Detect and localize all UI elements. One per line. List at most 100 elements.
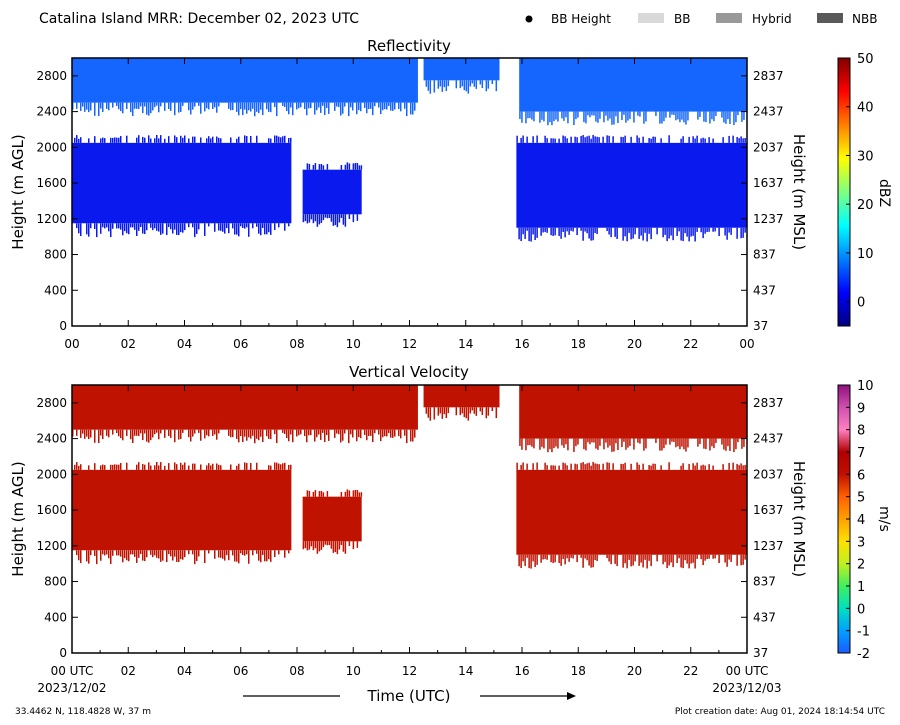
reflectivity-echo-streak <box>609 111 611 119</box>
reflectivity-echo-streak <box>626 227 628 242</box>
velocity-echo-streak <box>314 541 317 549</box>
reflectivity-echo-streak <box>406 102 408 117</box>
velocity-echo-streak <box>519 438 521 446</box>
reflectivity-echo-streak <box>146 223 148 231</box>
velocity-echo-streak <box>168 463 170 470</box>
legend-nbb-label: NBB <box>852 12 877 26</box>
reflectivity-echo-streak <box>608 227 610 235</box>
reflectivity-echo-streak <box>443 80 446 88</box>
reflectivity-echo-streak <box>592 134 594 143</box>
velocity-echo-streak <box>128 550 130 562</box>
reflectivity-echo-streak <box>184 135 186 143</box>
velocity-echo-streak <box>656 554 658 562</box>
reflectivity-echo-streak <box>270 102 272 113</box>
date-start: 2023/12/02 <box>37 681 106 695</box>
velocity-xtick-label: 18 <box>571 664 586 678</box>
velocity-echo-streak <box>455 407 458 416</box>
reflectivity-echo-streak <box>326 214 329 219</box>
velocity-echo-streak <box>102 464 104 470</box>
velocity-echo-streak <box>522 554 524 562</box>
reflectivity-echo-streak <box>495 80 498 92</box>
velocity-echo-streak <box>526 463 528 470</box>
velocity-echo-streak <box>236 550 238 562</box>
reflectivity-echo-streak <box>740 227 742 239</box>
velocity-echo-streak <box>630 554 632 567</box>
reflectivity-xtick-label: 20 <box>627 337 642 351</box>
velocity-echo-streak <box>575 438 577 447</box>
velocity-echo-streak <box>685 438 687 452</box>
reflectivity-echo-streak <box>386 102 388 110</box>
reflectivity-echo-streak <box>740 136 742 143</box>
reflectivity-echo-streak <box>164 138 166 143</box>
reflectivity-echo-streak <box>278 136 280 143</box>
velocity-echo-streak <box>218 550 220 558</box>
reflectivity-echo-streak <box>168 223 170 228</box>
reflectivity-echo-streak <box>174 135 176 143</box>
reflectivity-echo-streak <box>170 223 172 230</box>
velocity-echo-streak <box>447 407 450 414</box>
reflectivity-echo-block <box>72 58 418 103</box>
velocity-echo-streak <box>106 550 108 555</box>
reflectivity-echo-streak <box>584 227 586 232</box>
velocity-echo-streak <box>180 550 182 560</box>
velocity-echo-streak <box>536 462 538 470</box>
velocity-echo-streak <box>262 429 264 443</box>
velocity-echo-streak <box>522 462 524 470</box>
velocity-echo-streak <box>94 429 96 443</box>
reflectivity-echo-streak <box>410 102 412 115</box>
creation-date-text: Plot creation date: Aug 01, 2024 18:14:5… <box>675 707 885 717</box>
reflectivity-echo-streak <box>256 135 258 143</box>
velocity-echo-streak <box>184 550 186 558</box>
reflectivity-echo-streak <box>721 111 723 118</box>
velocity-echo-streak <box>516 462 518 470</box>
velocity-echo-streak <box>322 429 324 433</box>
reflectivity-echo-streak <box>276 102 278 117</box>
velocity-echo-streak <box>184 462 186 470</box>
velocity-echo-streak <box>348 429 350 444</box>
velocity-echo-streak <box>178 550 180 562</box>
velocity-echo-streak <box>278 463 280 470</box>
velocity-echo-streak <box>740 463 742 470</box>
velocity-echo-streak <box>465 407 468 419</box>
velocity-echo-streak <box>110 550 112 565</box>
velocity-echo-streak <box>388 429 390 434</box>
reflectivity-echo-streak <box>356 214 359 221</box>
velocity-echo-streak <box>410 429 412 442</box>
velocity-echo-streak <box>100 429 102 436</box>
velocity-echo-streak <box>520 554 522 569</box>
velocity-echo-streak <box>126 429 128 436</box>
reflectivity-echo-streak <box>637 111 639 116</box>
velocity-echo-streak <box>120 463 122 470</box>
velocity-cbtick-label: -1 <box>857 625 870 640</box>
reflectivity-echo-streak <box>158 223 160 232</box>
reflectivity-echo-streak <box>742 227 744 238</box>
velocity-echo-streak <box>196 550 198 561</box>
reflectivity-echo-streak <box>180 223 182 233</box>
reflectivity-echo-streak <box>304 214 307 222</box>
reflectivity-echo-streak <box>655 111 657 116</box>
velocity-echo-streak <box>414 429 416 438</box>
velocity-xtick-label: 10 <box>346 664 361 678</box>
reflectivity-echo-streak <box>316 214 319 227</box>
reflectivity-echo-streak <box>356 162 359 170</box>
reflectivity-echo-streak <box>447 80 450 87</box>
velocity-echo-streak <box>174 550 176 557</box>
reflectivity-echo-streak <box>725 111 727 124</box>
reflectivity-echo-streak <box>461 80 464 87</box>
velocity-echo-streak <box>676 554 678 564</box>
velocity-echo-streak <box>208 429 210 437</box>
velocity-echo-streak <box>214 429 216 435</box>
reflectivity-echo-streak <box>550 138 552 143</box>
velocity-xtick-label: 02 <box>121 664 136 678</box>
velocity-echo-streak <box>220 550 222 558</box>
velocity-ytick-right-label: 2837 <box>753 396 784 410</box>
velocity-echo-streak <box>374 429 376 434</box>
velocity-cbtick-label: 8 <box>857 424 865 439</box>
reflectivity-echo-streak <box>146 102 148 115</box>
reflectivity-echo-streak <box>518 227 520 240</box>
velocity-echo-streak <box>252 429 254 436</box>
reflectivity-echo-streak <box>613 111 615 125</box>
velocity-echo-streak <box>481 407 484 416</box>
reflectivity-echo-streak <box>148 135 150 143</box>
reflectivity-echo-streak <box>697 111 699 120</box>
